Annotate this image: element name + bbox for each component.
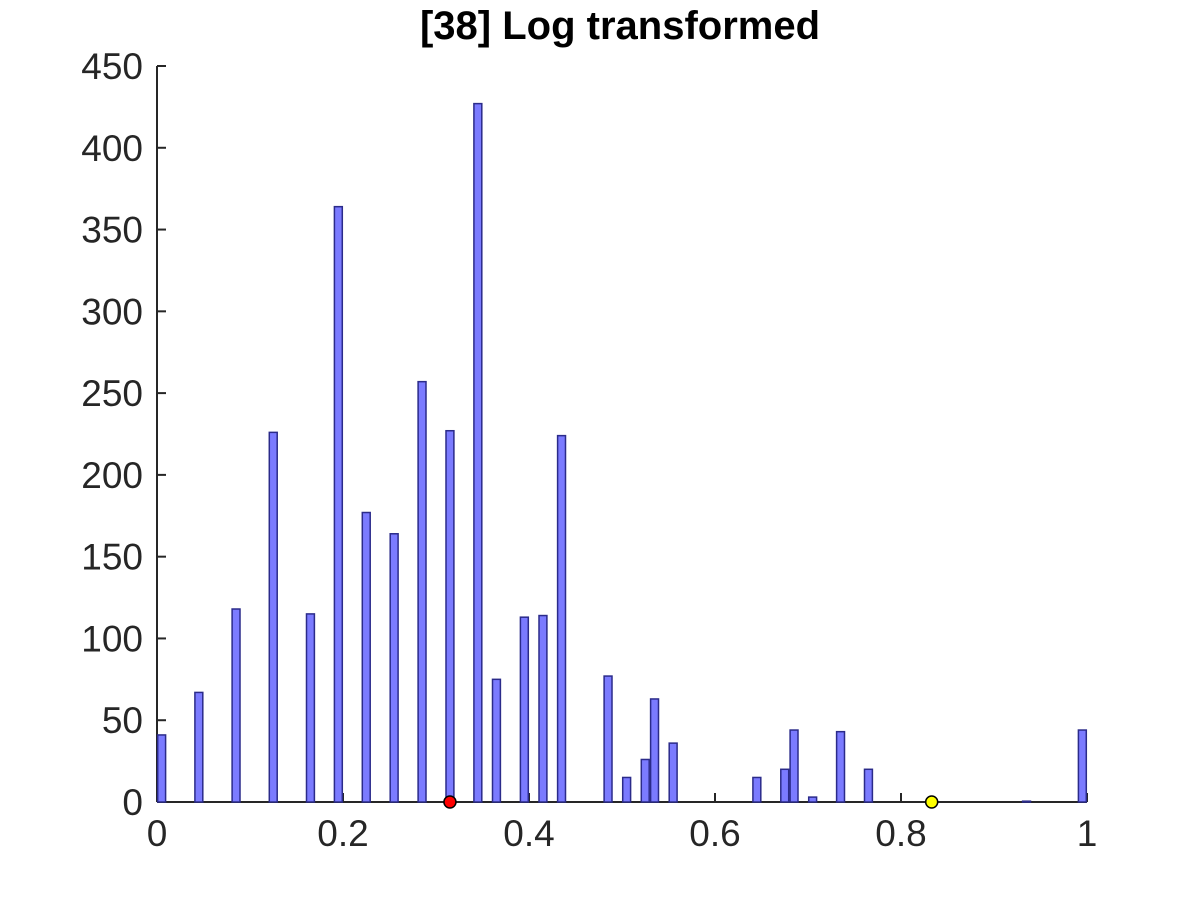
axis-marker — [443, 795, 457, 809]
histogram-bar — [389, 533, 399, 803]
histogram-bar — [194, 691, 204, 803]
markers — [443, 795, 939, 809]
tick-labels: 0 50 100 150 200 250 300 350 400 450 0 0.2 0.4 0.6 0.8… — [81, 46, 1097, 854]
y-tick-label: 350 — [81, 210, 143, 251]
histogram-bar — [863, 768, 874, 803]
x-tick-label: 0 — [147, 813, 168, 854]
y-tick-label: 400 — [81, 128, 143, 169]
x-tick-label: 1 — [1077, 813, 1098, 854]
axis-marker — [924, 795, 939, 809]
histogram-bar — [305, 613, 316, 803]
axes — [156, 65, 1088, 803]
x-tick-label: 0.8 — [875, 813, 926, 854]
histogram-bar — [491, 678, 502, 803]
histogram-bar — [640, 758, 650, 803]
histogram-bar — [231, 608, 241, 803]
histogram-bar — [835, 730, 846, 803]
histogram-bar — [668, 742, 678, 803]
histogram-bar — [538, 614, 548, 803]
y-tick-label: 250 — [81, 373, 143, 414]
y-tick-label: 300 — [81, 291, 143, 332]
histogram-bar — [445, 429, 455, 803]
chart-title: [38] Log transformed — [419, 4, 821, 48]
x-tick-label: 0.2 — [317, 813, 368, 854]
histogram-bar — [519, 616, 530, 803]
histogram-bar — [780, 768, 790, 803]
histogram-bar — [603, 675, 613, 803]
histogram-bar — [417, 380, 427, 803]
y-tick-label: 100 — [81, 618, 143, 659]
y-tick-label: 450 — [81, 46, 143, 87]
histogram-bar — [1021, 800, 1032, 803]
x-tick-label: 0.4 — [503, 813, 554, 854]
histogram-bar — [268, 431, 278, 803]
y-tick-label: 150 — [81, 537, 143, 578]
histogram-bar — [807, 796, 818, 803]
x-tick-label: 0.6 — [689, 813, 740, 854]
histogram-bar — [752, 776, 762, 803]
histogram-bar — [361, 511, 371, 803]
y-tick-label: 0 — [122, 782, 143, 823]
y-tick-label: 200 — [81, 455, 143, 496]
histogram-bar — [473, 102, 483, 803]
histogram-bar — [649, 698, 660, 803]
histogram-bar — [789, 729, 799, 803]
histogram-bar — [333, 205, 344, 803]
histogram-bar — [156, 734, 167, 803]
histogram-bar — [1077, 729, 1088, 803]
histogram-bar — [556, 434, 567, 803]
histogram-bar — [621, 776, 632, 803]
bars — [156, 102, 1088, 803]
y-tick-label: 50 — [102, 700, 143, 741]
